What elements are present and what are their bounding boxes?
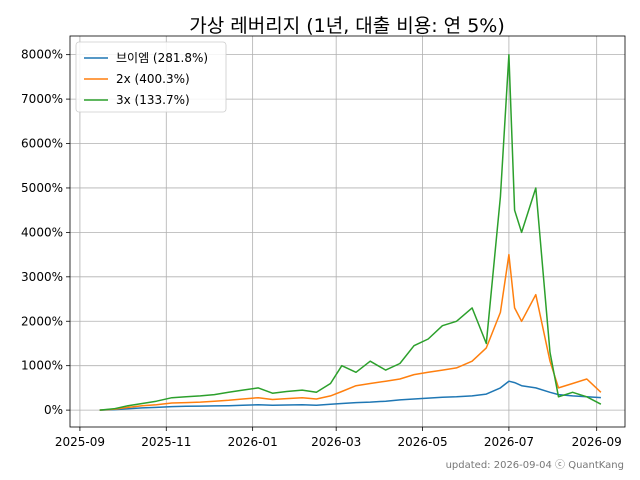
x-axis-ticks: 2025-09 2025-11 2026-01 2026-03 2026-05 2026-… xyxy=(55,427,622,449)
y-tick-label: 2000% xyxy=(21,314,63,328)
x-tick-label: 2025-11 xyxy=(141,435,191,449)
series-line-2 xyxy=(99,253,602,411)
legend-label-1: 브이엠 (281.8%) xyxy=(116,51,208,65)
footer-note: updated: 2026-09-04 ⓒ QuantKang xyxy=(446,459,624,471)
x-tick-label: 2026-01 xyxy=(228,435,278,449)
y-tick-label: 0% xyxy=(44,403,63,417)
legend-label-2: 2x (400.3%) xyxy=(116,72,190,86)
x-tick-label: 2026-05 xyxy=(397,435,447,449)
legend-label-3: 3x (133.7%) xyxy=(116,93,190,107)
legend-box xyxy=(75,41,227,113)
y-tick-label: 4000% xyxy=(21,225,63,239)
x-tick-label: 2026-09 xyxy=(572,435,622,449)
y-axis-ticks: 0% 1000% 2000% 3000% 4000% 5000% 6000% 7000% 800… xyxy=(21,48,70,417)
series-lines xyxy=(99,53,602,411)
series-line-3 xyxy=(99,53,602,411)
series-line-1 xyxy=(99,380,601,411)
legend: 브이엠 (281.8%) 2x (400.3%) 3x (133.7%) xyxy=(75,41,227,113)
chart-title: 가상 레버리지 (1년, 대출 비용: 연 5%) xyxy=(189,15,505,37)
y-tick-label: 1000% xyxy=(21,359,63,373)
plot-border xyxy=(69,35,626,428)
y-tick-label: 6000% xyxy=(21,137,63,151)
grid xyxy=(70,36,625,427)
y-tick-label: 8000% xyxy=(21,48,63,62)
y-tick-label: 7000% xyxy=(21,92,63,106)
x-tick-label: 2026-03 xyxy=(311,435,361,449)
x-tick-label: 2025-09 xyxy=(55,435,105,449)
x-tick-label: 2026-07 xyxy=(484,435,534,449)
y-tick-label: 5000% xyxy=(21,181,63,195)
y-tick-label: 3000% xyxy=(21,270,63,284)
